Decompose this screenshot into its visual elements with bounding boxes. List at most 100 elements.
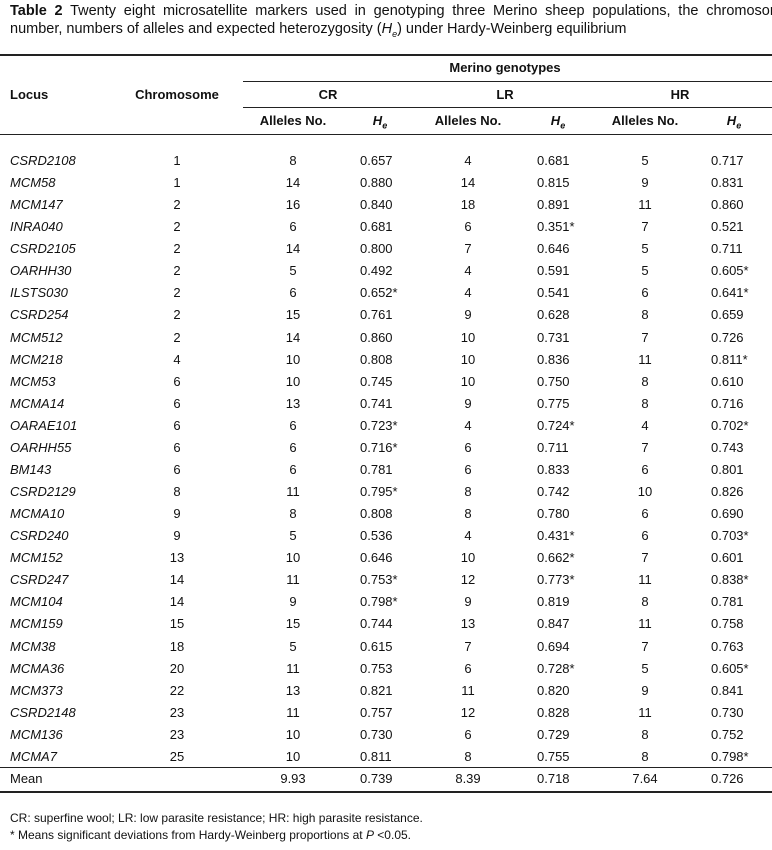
alleles: 10 [285,748,301,764]
alleles: 7 [464,241,472,257]
he: 0.724* [537,417,575,433]
rule [0,767,772,768]
he: 0.723* [360,417,398,433]
alleles: 6 [464,726,472,742]
he: 0.728* [537,660,575,676]
alleles: 6 [289,219,297,235]
chromosome: 25 [169,748,185,764]
he-main: H [372,113,383,128]
he: 0.761 [360,307,393,323]
alleles: 6 [641,285,649,301]
alleles: 13 [460,616,476,632]
he: 0.757 [360,704,393,720]
header-population: LR [496,87,514,102]
he: 0.694 [537,638,570,654]
chromosome: 6 [173,461,181,477]
he: 0.615 [360,638,393,654]
he: 0.831 [711,175,744,191]
locus: MCM136 [10,726,63,742]
alleles: 10 [637,484,653,500]
he: 0.492 [360,263,393,279]
chromosome: 2 [173,219,181,235]
he: 0.711 [711,241,743,257]
locus: MCM373 [10,682,63,698]
alleles: 5 [289,638,297,654]
alleles: 8 [289,506,297,522]
mean-alleles: 7.64 [632,771,658,786]
he: 0.847 [537,616,570,632]
alleles: 11 [286,704,300,720]
he-sub: e [560,120,566,131]
he: 0.808 [360,506,393,522]
alleles: 9 [464,395,472,411]
he: 0.781 [360,461,393,477]
alleles: 4 [464,285,472,301]
alleles: 18 [460,197,476,213]
alleles: 5 [289,528,297,544]
he: 0.826 [711,484,744,500]
chromosome: 23 [169,726,185,742]
alleles: 5 [641,263,649,279]
chromosome: 2 [173,285,181,301]
alleles: 8 [464,506,472,522]
alleles: 14 [285,241,301,257]
he: 0.729 [537,726,570,742]
he: 0.841 [711,682,744,698]
alleles: 10 [285,726,301,742]
he-header: He [373,113,387,134]
alleles: 11 [461,682,475,698]
alleles: 12 [460,704,476,720]
locus: CSRD2108 [10,153,76,168]
alleles: 8 [641,395,649,411]
he: 0.652* [360,285,398,301]
he: 0.628 [537,307,570,323]
chromosome: 1 [173,153,181,168]
chromosome: 4 [173,351,181,367]
he: 0.646 [360,550,393,566]
rule [243,107,772,108]
mean-he: 0.739 [360,771,393,786]
he: 0.730 [711,704,744,720]
alleles: 11 [638,351,652,367]
caption-he: H [381,21,393,37]
alleles: 7 [641,329,649,345]
locus: MCM147 [10,197,63,213]
alleles: 5 [289,263,297,279]
chromosome: 2 [173,197,181,213]
he: 0.541 [537,285,570,301]
mean-alleles: 8.39 [455,771,481,786]
he: 0.891 [537,197,570,213]
alleles: 6 [289,285,297,301]
alleles: 8 [464,748,472,764]
he: 0.742 [537,484,570,500]
he: 0.755 [537,748,570,764]
alleles: 11 [638,704,652,720]
chromosome: 6 [173,417,181,433]
he-header: He [551,113,565,134]
chromosome: 8 [173,484,181,500]
he: 0.351* [537,219,575,235]
alleles: 11 [638,572,652,588]
rule [0,791,772,793]
locus: CSRD2105 [10,241,76,257]
alleles: 13 [285,395,301,411]
alleles: 8 [641,726,649,742]
header-chromosome: Chromosome [135,87,219,102]
he: 0.798* [711,748,749,764]
footnote: * Means significant deviations from Hard… [10,828,411,842]
he: 0.811* [711,351,748,367]
alleles: 6 [464,660,472,676]
he: 0.641* [711,285,749,301]
he: 0.744 [360,616,393,632]
he: 0.521 [711,219,744,235]
he-header: He [727,113,741,134]
he: 0.731 [537,329,570,345]
he: 0.840 [360,197,393,213]
chromosome: 15 [169,616,185,632]
he: 0.703* [711,528,749,544]
he: 0.605* [711,660,749,676]
he: 0.717 [711,153,744,168]
caption-tail: ) under Hardy-Weinberg equilibrium [397,21,627,37]
caption-text: Twenty eight microsatellite markers used… [10,3,772,37]
